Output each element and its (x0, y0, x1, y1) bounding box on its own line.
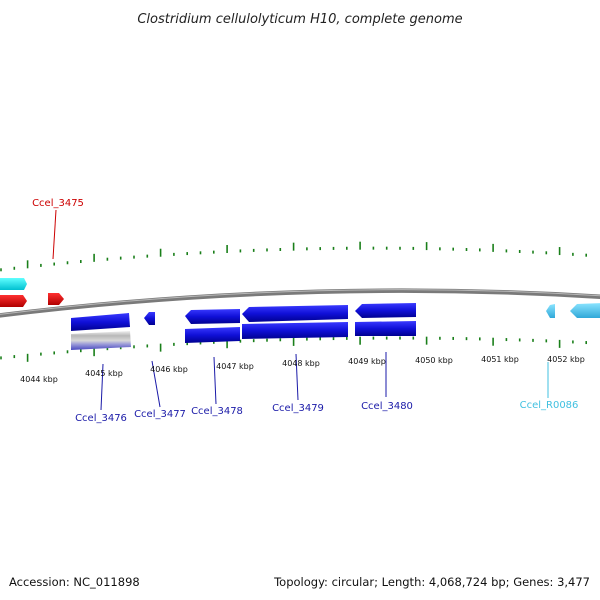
scale-label-4051: 4051 kbp (481, 355, 519, 364)
label-leaders (52, 209, 549, 411)
gene-arrow-ccel-3480-a (355, 303, 416, 318)
scale-labels: 4044 kbp 4045 kbp 4046 kbp 4047 kbp 4048… (20, 355, 585, 384)
forward-features (0, 278, 64, 307)
gene-block-ccel-3479-b (242, 322, 348, 339)
gene-label-ccel-r0086: Ccel_R0086 (520, 400, 579, 411)
genome-backbone (0, 288, 600, 318)
gene-block-ccel-3480-b (355, 321, 416, 336)
gene-arrow-ccel-3477 (144, 312, 155, 325)
inner-tick-marks (0, 336, 588, 362)
rna-feature-ccel-r0086 (546, 304, 555, 318)
gene-block-ccel-3476 (71, 313, 130, 331)
scale-label-4052: 4052 kbp (547, 355, 585, 364)
gene-label-ccel-3478: Ccel_3478 (191, 406, 243, 417)
red-feature-left (0, 295, 27, 307)
red-feature-ccel-3475 (48, 293, 64, 305)
gene-label-ccel-3475: Ccel_3475 (32, 198, 84, 209)
rna-feature-right (570, 303, 600, 318)
gene-stack-ccel-3476 (71, 331, 131, 350)
scale-label-4046: 4046 kbp (150, 365, 188, 374)
scale-label-4048: 4048 kbp (282, 359, 320, 368)
leader-ccel-3476 (100, 363, 104, 411)
gene-block-ccel-3478-b (185, 327, 240, 343)
gene-label-ccel-3479: Ccel_3479 (272, 403, 324, 414)
gene-label-ccel-3477: Ccel_3477 (134, 409, 186, 420)
gene-arrow-ccel-3478-a (185, 309, 240, 324)
scale-label-4047: 4047 kbp (216, 362, 254, 371)
accession-text: Accession: NC_011898 (9, 575, 140, 589)
genome-summary-text: Topology: circular; Length: 4,068,724 bp… (274, 575, 590, 589)
gene-label-ccel-3480: Ccel_3480 (361, 401, 413, 412)
genome-backbone-highlight (0, 289, 600, 315)
map-title: Clostridium cellulolyticum H10, complete… (137, 12, 462, 27)
leader-ccel-3475 (52, 209, 57, 260)
leader-ccel-3477 (151, 360, 161, 408)
gene-label-ccel-3476: Ccel_3476 (75, 413, 127, 424)
leader-ccel-3478 (213, 356, 217, 405)
outer-tick-marks (0, 241, 588, 272)
scale-label-4050: 4050 kbp (415, 356, 453, 365)
scale-label-4045: 4045 kbp (85, 369, 123, 378)
scale-label-4044: 4044 kbp (20, 375, 58, 384)
gene-arrow-ccel-3479-a (242, 305, 348, 322)
scale-label-4049: 4049 kbp (348, 357, 386, 366)
gene-labels: Ccel_3475 Ccel_3476 Ccel_3477 Ccel_3478 … (32, 198, 578, 424)
aqua-feature (0, 278, 27, 290)
reverse-features (71, 303, 600, 350)
leader-ccel-3479 (295, 353, 299, 401)
